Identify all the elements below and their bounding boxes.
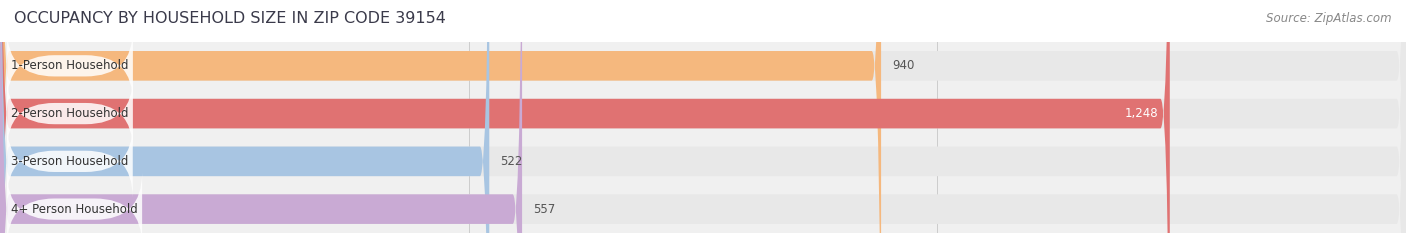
Text: 940: 940 — [893, 59, 915, 72]
Text: 1-Person Household: 1-Person Household — [11, 59, 129, 72]
Text: Source: ZipAtlas.com: Source: ZipAtlas.com — [1267, 12, 1392, 25]
Text: 557: 557 — [533, 203, 555, 216]
FancyBboxPatch shape — [0, 0, 522, 233]
Text: OCCUPANCY BY HOUSEHOLD SIZE IN ZIP CODE 39154: OCCUPANCY BY HOUSEHOLD SIZE IN ZIP CODE … — [14, 11, 446, 26]
Text: 2-Person Household: 2-Person Household — [11, 107, 129, 120]
Text: 1,248: 1,248 — [1125, 107, 1159, 120]
FancyBboxPatch shape — [0, 0, 882, 233]
FancyBboxPatch shape — [0, 0, 489, 233]
Text: 4+ Person Household: 4+ Person Household — [11, 203, 138, 216]
Text: 522: 522 — [501, 155, 523, 168]
Text: 3-Person Household: 3-Person Household — [11, 155, 128, 168]
FancyBboxPatch shape — [0, 0, 1170, 233]
